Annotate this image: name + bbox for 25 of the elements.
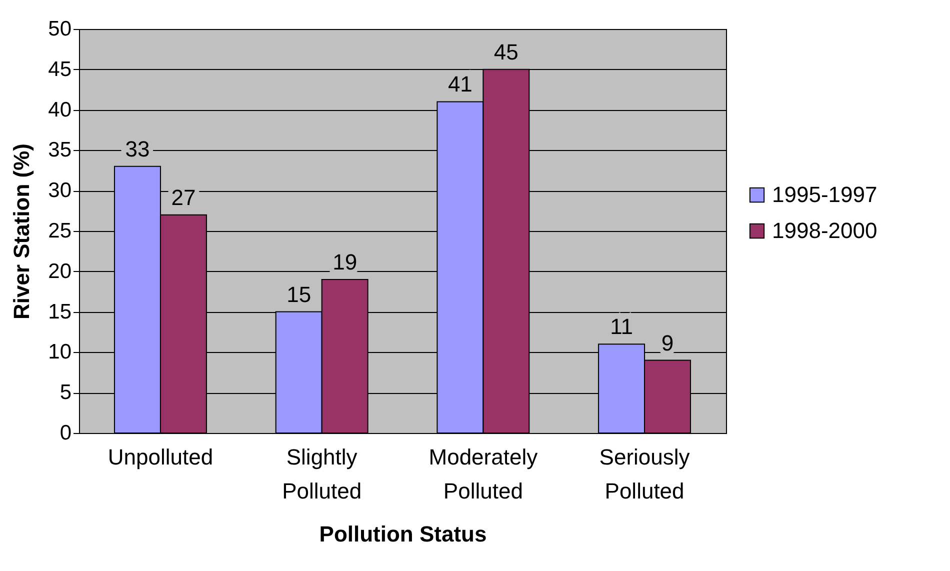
x-tick-label: Moderately Polluted xyxy=(428,444,538,504)
y-tick-label: 15 xyxy=(48,300,72,324)
data-label: 19 xyxy=(332,249,358,274)
x-tick-label: Unpolluted xyxy=(108,444,214,470)
y-tick-label: 30 xyxy=(48,179,72,202)
legend-label: 1998-2000 xyxy=(772,218,878,243)
data-label: 15 xyxy=(286,282,312,307)
y-tick-label: 25 xyxy=(48,220,72,242)
legend-label: 1995-1997 xyxy=(772,182,878,207)
y-tick-label: 10 xyxy=(48,340,72,364)
y-tick-label: 5 xyxy=(60,381,72,404)
y-axis-title: River Station (%) xyxy=(9,143,34,320)
data-label: 11 xyxy=(610,314,633,340)
x-tick-label: Slightly Polluted xyxy=(282,444,362,504)
y-tick-label: 0 xyxy=(60,422,72,444)
data-label: 9 xyxy=(661,330,674,356)
x-axis-title: Pollution Status xyxy=(319,522,487,546)
x-tick-label: Seriously Polluted xyxy=(599,444,690,504)
data-label: 45 xyxy=(494,39,518,64)
data-label: 41 xyxy=(448,72,472,97)
y-tick-label: 50 xyxy=(48,18,72,40)
y-tick-label: 35 xyxy=(48,138,72,162)
y-tick-label: 20 xyxy=(48,260,72,283)
y-tick-label: 40 xyxy=(48,98,72,122)
y-tick-label: 45 xyxy=(48,58,72,81)
